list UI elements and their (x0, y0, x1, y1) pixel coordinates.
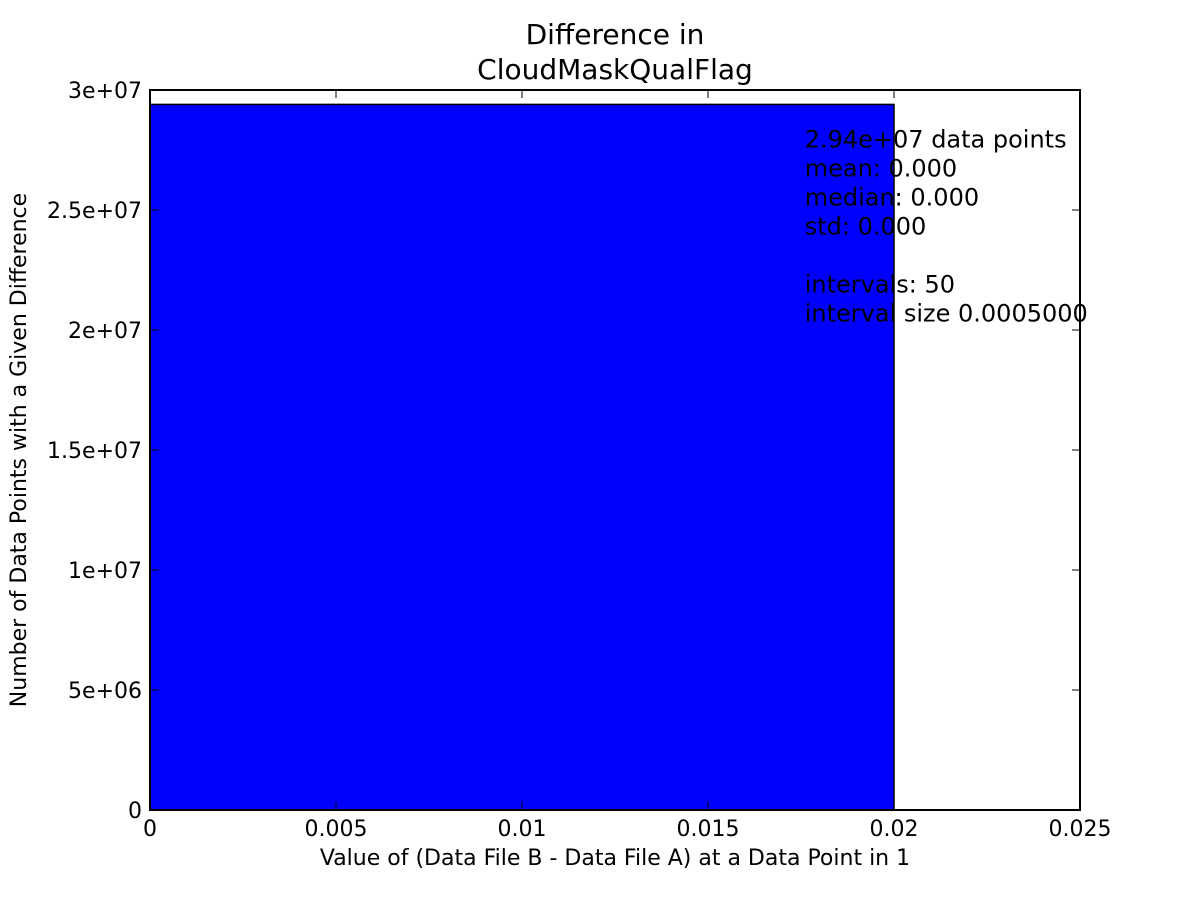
y-tick-label: 1e+07 (68, 559, 142, 584)
x-tick-label: 0.02 (870, 817, 919, 842)
x-axis-ticks: 0 0.005 0.01 0.015 0.02 0.025 (143, 90, 1111, 842)
histogram-bar (149, 103, 895, 811)
stats-line: std: 0.000 (805, 213, 927, 241)
x-tick-label: 0 (143, 817, 157, 842)
x-tick-label: 0.015 (677, 817, 740, 842)
bar-series (149, 103, 895, 811)
x-tick-label: 0.005 (305, 817, 368, 842)
y-axis-ticks: 0 5e+06 1e+07 1.5e+07 2e+07 2.5e+07 3e+07 (47, 79, 1080, 824)
stats-line: interval size 0.0005000 (805, 300, 1088, 328)
y-tick-label: 1.5e+07 (47, 439, 142, 464)
y-tick-label: 0 (128, 799, 142, 824)
stats-line: 2.94e+07 data points (805, 126, 1067, 154)
y-axis-label: Number of Data Points with a Given Diffe… (7, 193, 32, 707)
x-tick-label: 0.025 (1049, 817, 1112, 842)
stats-line: intervals: 50 (805, 271, 955, 299)
chart-title-line-1: Difference in (526, 18, 705, 51)
chart-title: Difference in CloudMaskQualFlag (477, 18, 753, 86)
y-tick-label: 5e+06 (68, 679, 142, 704)
chart-title-line-2: CloudMaskQualFlag (477, 53, 753, 86)
x-axis-label: Value of (Data File B - Data File A) at … (320, 846, 910, 871)
stats-line: mean: 0.000 (805, 155, 957, 183)
y-tick-label: 2.5e+07 (47, 199, 142, 224)
y-tick-label: 3e+07 (68, 79, 142, 104)
x-tick-label: 0.01 (498, 817, 547, 842)
stats-line: median: 0.000 (805, 184, 979, 212)
y-tick-label: 2e+07 (68, 319, 142, 344)
